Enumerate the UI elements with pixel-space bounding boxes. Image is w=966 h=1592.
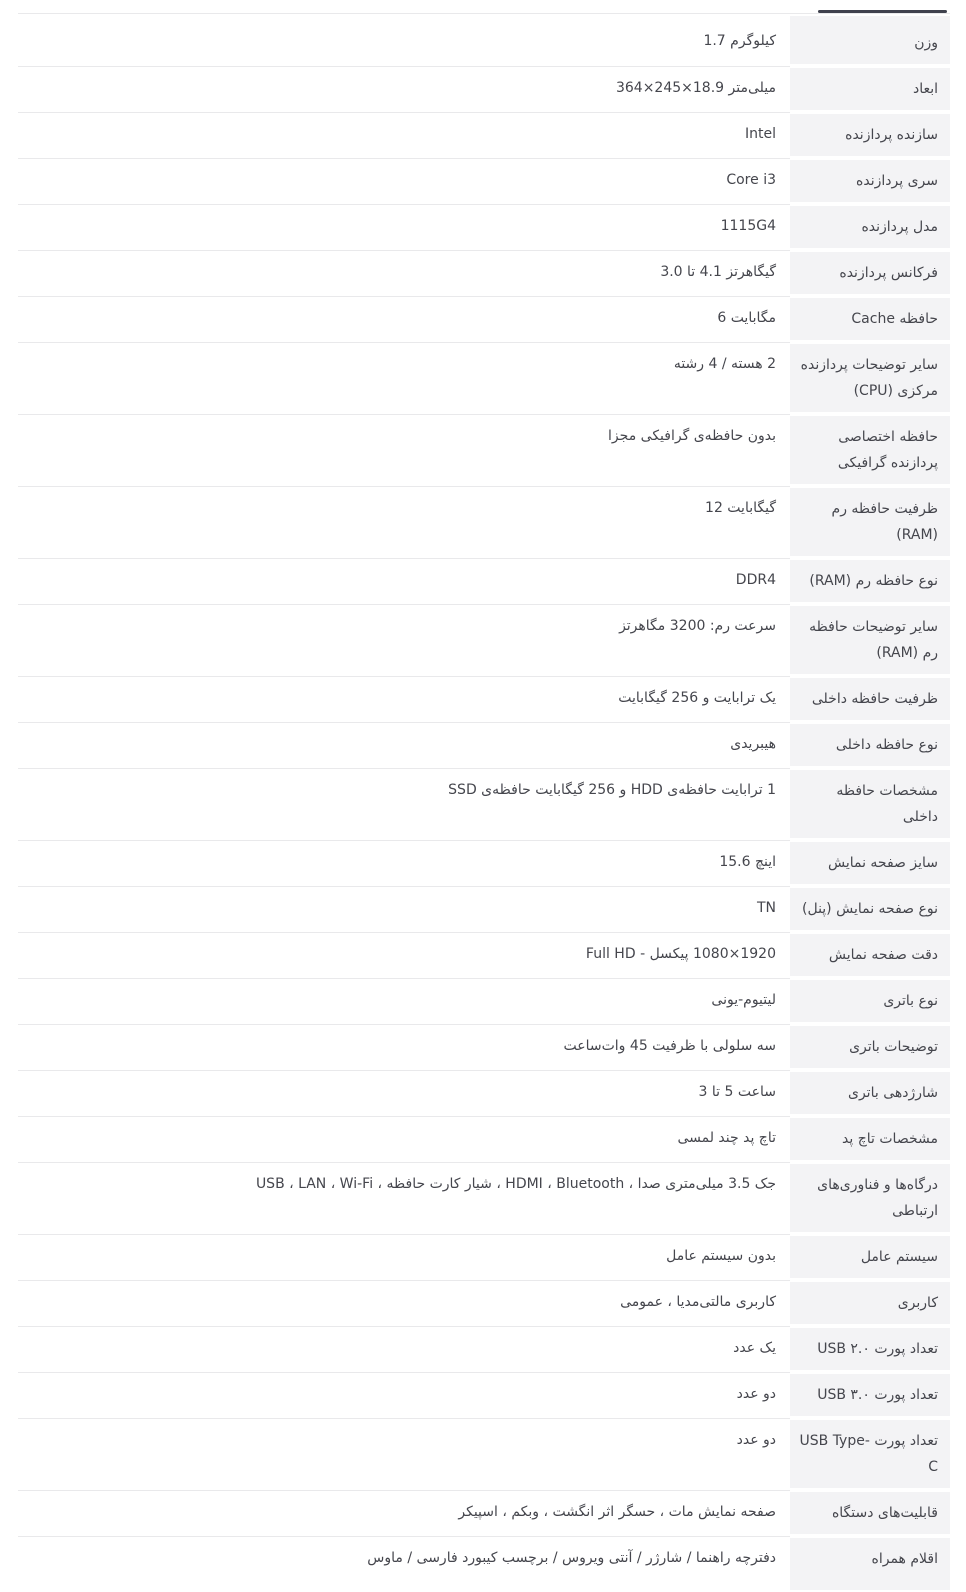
spec-label: اقلام همراه: [790, 1538, 950, 1590]
spec-label: حافظه اختصاصی پردازنده گرافیکی: [790, 416, 950, 484]
spec-value: DDR4: [18, 558, 790, 604]
spec-row: مشخصات تاچ پد تاچ پد چند لمسی: [18, 1116, 950, 1162]
spec-value: بدون حافظه‌ی گرافیکی مجزا: [18, 414, 790, 486]
spec-value: دفترچه راهنما / شارژر / آنتی ویروس / برچ…: [18, 1536, 790, 1592]
spec-label: نوع حافظه داخلی: [790, 724, 950, 766]
spec-value: بدون سیستم عامل: [18, 1234, 790, 1280]
spec-label: قابلیت‌های دستگاه: [790, 1492, 950, 1534]
spec-label: ابعاد: [790, 68, 950, 110]
spec-value: ⁦3 تا ‎5 ساعت⁩: [18, 1070, 790, 1116]
spec-row: نوع حافظه داخلی هیبریدی: [18, 722, 950, 768]
spec-row: وزن ⁦1.7 کیلوگرم⁩: [18, 14, 950, 66]
spec-value: سه سلولی با ظرفیت 45 وات‌ساعت: [18, 1024, 790, 1070]
spec-label: حافظه Cache: [790, 298, 950, 340]
spec-row: تعداد پورت USB ۲.۰ یک عدد: [18, 1326, 950, 1372]
spec-row: تعداد پورت USB ۳.۰ دو عدد: [18, 1372, 950, 1418]
spec-label: سیستم عامل: [790, 1236, 950, 1278]
spec-row: درگاه‌ها و فناوری‌های ارتباطی جک 3.5 میل…: [18, 1162, 950, 1234]
product-specs-page: وزن ⁦1.7 کیلوگرم⁩ ابعاد ⁦364×245×18.9 می…: [18, 0, 950, 1592]
spec-value: ⁦364×245×18.9 میلی‌متر⁩: [18, 66, 790, 112]
spec-label: توضیحات باتری: [790, 1026, 950, 1068]
spec-label: نوع باتری: [790, 980, 950, 1022]
spec-value: جک 3.5 میلی‌متری صدا ، HDMI ، Bluetooth …: [18, 1162, 790, 1234]
spec-table: وزن ⁦1.7 کیلوگرم⁩ ابعاد ⁦364×245×18.9 می…: [18, 13, 950, 1592]
spec-row: سیستم عامل بدون سیستم عامل: [18, 1234, 950, 1280]
spec-row: نوع صفحه نمایش (پنل) TN: [18, 886, 950, 932]
spec-label: وزن: [790, 16, 950, 64]
spec-label: درگاه‌ها و فناوری‌های ارتباطی: [790, 1164, 950, 1232]
spec-row: نوع باتری لیتیوم-یونی: [18, 978, 950, 1024]
spec-value: ⁦3.0 تا ‎4.1 گیگاهرتز⁩: [18, 250, 790, 296]
spec-label: مشخصات حافظه داخلی: [790, 770, 950, 838]
spec-value: دو عدد: [18, 1418, 790, 1490]
spec-label: کاربری: [790, 1282, 950, 1324]
spec-value: 2 هسته / 4 رشته: [18, 342, 790, 414]
spec-value: 1115G4: [18, 204, 790, 250]
spec-row: شارژدهی باتری ⁦3 تا ‎5 ساعت⁩: [18, 1070, 950, 1116]
spec-label: نوع صفحه نمایش (پنل): [790, 888, 950, 930]
spec-label: مدل پردازنده: [790, 206, 950, 248]
spec-value: یک ترابایت و 256 گیگابایت: [18, 676, 790, 722]
spec-row: حافظه Cache ⁦6 مگابایت⁩: [18, 296, 950, 342]
spec-row: توضیحات باتری سه سلولی با ظرفیت 45 وات‌س…: [18, 1024, 950, 1070]
spec-row: قابلیت‌های دستگاه صفحه نمایش مات ، حسگر …: [18, 1490, 950, 1536]
spec-value: ⁦1.7 کیلوگرم⁩: [703, 33, 776, 49]
spec-value: لیتیوم-یونی: [18, 978, 790, 1024]
spec-value: ⁦15.6 اینچ⁩: [18, 840, 790, 886]
spec-value: ⁦6 مگابایت⁩: [18, 296, 790, 342]
spec-label: مشخصات تاچ پد: [790, 1118, 950, 1160]
spec-value: یک عدد: [18, 1326, 790, 1372]
spec-label: تعداد پورت USB ۲.۰: [790, 1328, 950, 1370]
spec-value: 1 ترابایت حافظه‌ی HDD و 256 گیگابایت حاف…: [18, 768, 790, 840]
spec-value: ⁦12 گیگابایت⁩: [18, 486, 790, 558]
spec-row: مدل پردازنده 1115G4: [18, 204, 950, 250]
spec-row: کاربری کاربری مالتی‌مدیا ، عمومی: [18, 1280, 950, 1326]
spec-row: ابعاد ⁦364×245×18.9 میلی‌متر⁩: [18, 66, 950, 112]
spec-value: TN: [18, 886, 790, 932]
spec-value: Core i3: [18, 158, 790, 204]
spec-row: ظرفیت حافظه داخلی یک ترابایت و 256 گیگاب…: [18, 676, 950, 722]
spec-label: سری پردازنده: [790, 160, 950, 202]
spec-row: نوع حافظه رم (RAM) DDR4: [18, 558, 950, 604]
spec-label: شارژدهی باتری: [790, 1072, 950, 1114]
spec-value: دو عدد: [18, 1372, 790, 1418]
spec-label: تعداد پورت USB ۳.۰: [790, 1374, 950, 1416]
spec-label: سایر توضیحات حافظه رم (RAM): [790, 606, 950, 674]
spec-value: کاربری مالتی‌مدیا ، عمومی: [18, 1280, 790, 1326]
spec-label: دقت صفحه نمایش: [790, 934, 950, 976]
spec-label: سایر توضیحات پردازنده مرکزی (CPU): [790, 344, 950, 412]
spec-label: ظرفیت حافظه داخلی: [790, 678, 950, 720]
spec-row: سازنده پردازنده Intel: [18, 112, 950, 158]
spec-row: سری پردازنده Core i3: [18, 158, 950, 204]
spec-value: Intel: [18, 112, 790, 158]
spec-value: سرعت رم: 3200 مگاهرتز: [18, 604, 790, 676]
spec-row: تعداد پورت USB Type-C دو عدد: [18, 1418, 950, 1490]
spec-row: اقلام همراه دفترچه راهنما / شارژر / آنتی…: [18, 1536, 950, 1592]
spec-label: سازنده پردازنده: [790, 114, 950, 156]
active-tab-indicator: [818, 10, 947, 13]
spec-row: سایر توضیحات حافظه رم (RAM) سرعت رم: 320…: [18, 604, 950, 676]
spec-label: نوع حافظه رم (RAM): [790, 560, 950, 602]
spec-value: 1920×1080 پیکسل - Full HD: [18, 932, 790, 978]
spec-row: سایر توضیحات پردازنده مرکزی (CPU) 2 هسته…: [18, 342, 950, 414]
spec-label: فرکانس پردازنده: [790, 252, 950, 294]
spec-row: فرکانس پردازنده ⁦3.0 تا ‎4.1 گیگاهرتز⁩: [18, 250, 950, 296]
spec-row: دقت صفحه نمایش 1920×1080 پیکسل - Full HD: [18, 932, 950, 978]
spec-value: صفحه نمایش مات ، حسگر اثر انگشت ، وبکم ،…: [18, 1490, 790, 1536]
spec-label: سایز صفحه نمایش: [790, 842, 950, 884]
spec-label: ظرفیت حافظه رم (RAM): [790, 488, 950, 556]
spec-label: تعداد پورت USB Type-C: [790, 1420, 950, 1488]
spec-value: تاچ پد چند لمسی: [18, 1116, 790, 1162]
spec-row: مشخصات حافظه داخلی 1 ترابایت حافظه‌ی HDD…: [18, 768, 950, 840]
spec-row: ظرفیت حافظه رم (RAM) ⁦12 گیگابایت⁩: [18, 486, 950, 558]
spec-row: حافظه اختصاصی پردازنده گرافیکی بدون حافظ…: [18, 414, 950, 486]
spec-value: هیبریدی: [18, 722, 790, 768]
spec-row: سایز صفحه نمایش ⁦15.6 اینچ⁩: [18, 840, 950, 886]
